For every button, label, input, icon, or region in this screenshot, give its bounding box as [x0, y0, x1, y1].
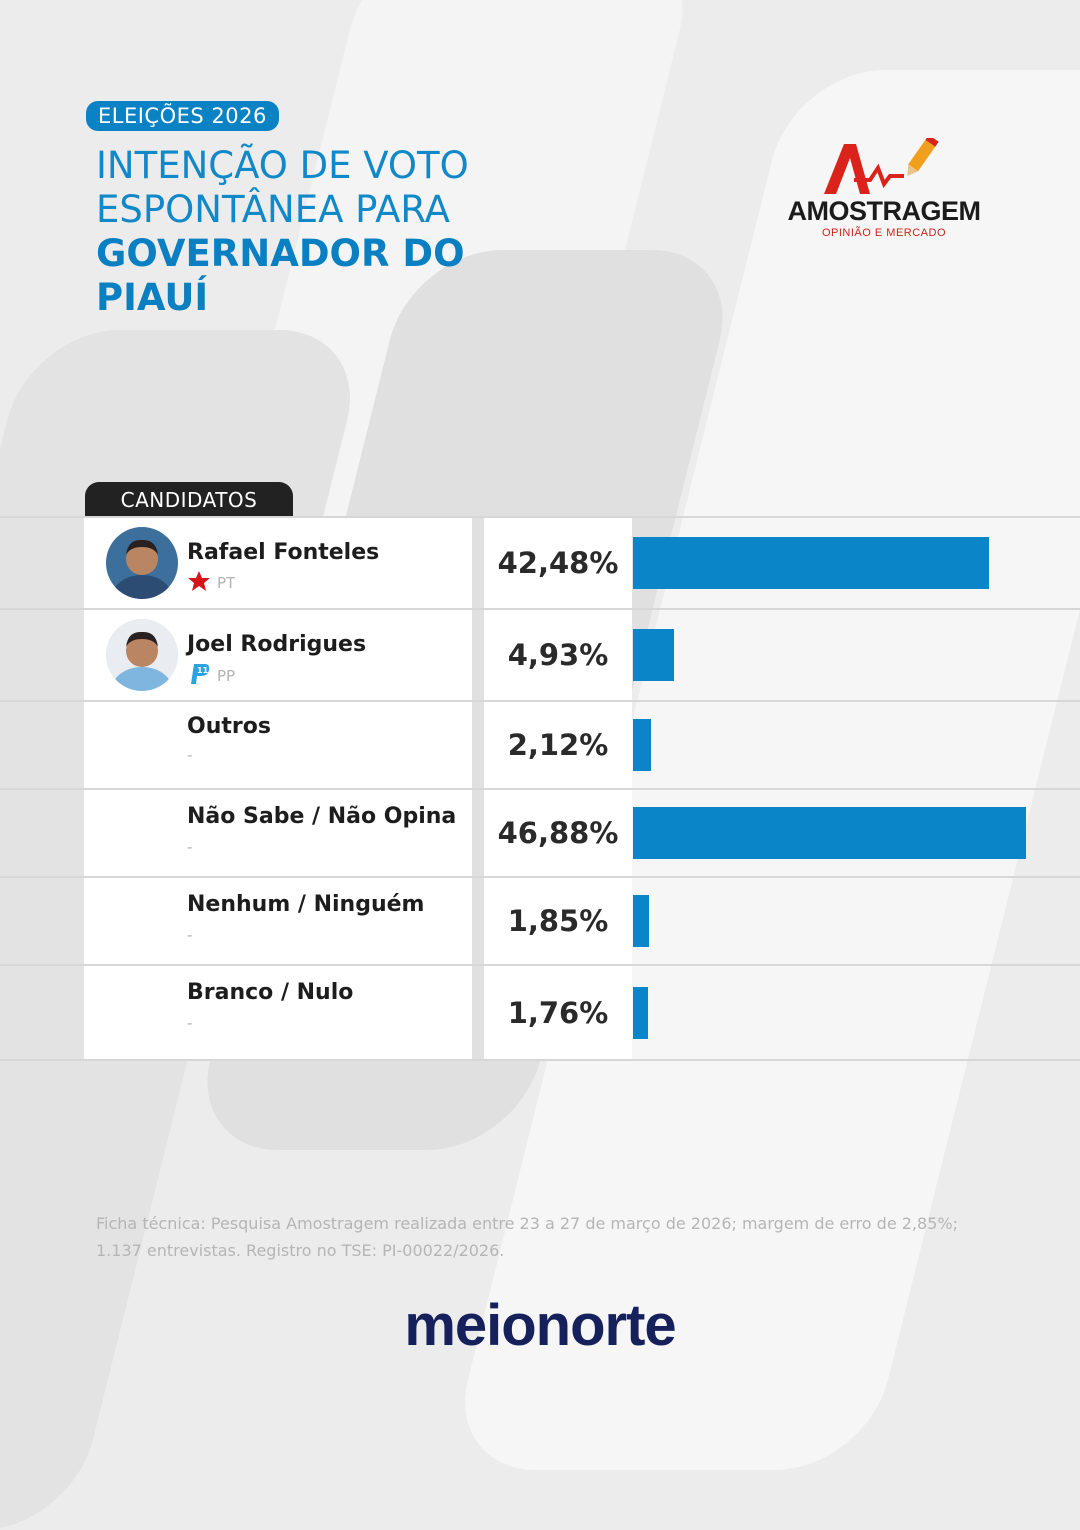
- table-bottom-divider: [0, 1059, 1080, 1061]
- row-divider: [0, 516, 1080, 518]
- candidate-party: 11 PP: [187, 662, 235, 690]
- table-row: Branco / Nulo - 1,76%: [0, 964, 1080, 1060]
- title-line: GOVERNADOR DO: [96, 232, 465, 275]
- title-line: PIAUÍ: [96, 276, 209, 319]
- candidate-cell: Outros -: [84, 702, 472, 788]
- table-row: Joel Rodrigues 11 PP 4,93%: [0, 608, 1080, 700]
- result-bar: [633, 807, 1026, 859]
- logo-tagline: OPINIÃO E MERCADO: [821, 227, 947, 239]
- percentage-label: 42,48%: [484, 518, 632, 608]
- row-divider: [0, 608, 1080, 610]
- candidate-name: Outros: [187, 714, 271, 739]
- candidate-cell: Rafael Fonteles PT: [84, 518, 472, 608]
- candidate-cell: Branco / Nulo -: [84, 966, 472, 1060]
- page-title: INTENÇÃO DE VOTO ESPONTÂNEA PARA GOVERNA…: [96, 144, 616, 320]
- meionorte-logo: meionorte: [404, 1293, 676, 1358]
- candidate-name: Nenhum / Ninguém: [187, 892, 425, 917]
- title-line: ESPONTÂNEA PARA: [96, 188, 450, 231]
- percentage-label: 1,76%: [484, 966, 632, 1060]
- candidate-photo: [106, 527, 178, 599]
- percentage-label: 4,93%: [484, 610, 632, 700]
- candidate-party: -: [187, 838, 192, 856]
- table-row: Não Sabe / Não Opina - 46,88%: [0, 788, 1080, 876]
- result-bar: [633, 629, 674, 681]
- election-tag: ELEIÇÕES 2026: [86, 101, 279, 131]
- candidate-photo: [106, 619, 178, 691]
- pt-star-icon: [187, 570, 211, 596]
- result-bar: [633, 537, 989, 589]
- row-divider: [0, 876, 1080, 878]
- result-bar: [633, 719, 651, 771]
- party-label: PT: [217, 574, 236, 592]
- candidate-party: PT: [187, 570, 235, 596]
- candidate-party: -: [187, 746, 192, 764]
- candidate-name: Não Sabe / Não Opina: [187, 804, 457, 829]
- logo-brand: AMOSTRAGEM: [787, 196, 982, 226]
- table-header: CANDIDATOS: [85, 482, 293, 516]
- title-line: INTENÇÃO DE VOTO: [96, 144, 469, 187]
- party-label: -: [187, 926, 193, 944]
- svg-text:11: 11: [197, 666, 209, 675]
- table-row: Nenhum / Ninguém - 1,85%: [0, 876, 1080, 964]
- amostragem-logo: AMOSTRAGEM OPINIÃO E MERCADO: [784, 138, 984, 248]
- result-bar: [633, 987, 648, 1039]
- row-divider: [0, 964, 1080, 966]
- candidate-name: Rafael Fonteles: [187, 540, 380, 565]
- party-label: PP: [217, 667, 236, 685]
- table-row: Outros - 2,12%: [0, 700, 1080, 788]
- percentage-label: 46,88%: [484, 790, 632, 876]
- candidate-cell: Joel Rodrigues 11 PP: [84, 610, 472, 700]
- percentage-label: 2,12%: [484, 702, 632, 788]
- percentage-label: 1,85%: [484, 878, 632, 964]
- candidate-cell: Nenhum / Ninguém -: [84, 878, 472, 964]
- candidate-party: -: [187, 1014, 192, 1032]
- candidate-name: Joel Rodrigues: [187, 632, 367, 657]
- table-row: Rafael Fonteles PT 42,48%: [0, 516, 1080, 608]
- party-label: -: [187, 746, 193, 764]
- pp-logo-icon: 11: [187, 662, 211, 690]
- candidate-cell: Não Sabe / Não Opina -: [84, 790, 472, 876]
- party-label: -: [187, 1014, 193, 1032]
- result-bar: [633, 895, 649, 947]
- logo-mark-icon: [824, 138, 939, 194]
- candidate-name: Branco / Nulo: [187, 980, 354, 1005]
- party-label: -: [187, 838, 193, 856]
- row-divider: [0, 700, 1080, 702]
- technical-note: Ficha técnica: Pesquisa Amostragem reali…: [96, 1214, 958, 1260]
- row-divider: [0, 788, 1080, 790]
- candidate-party: -: [187, 926, 192, 944]
